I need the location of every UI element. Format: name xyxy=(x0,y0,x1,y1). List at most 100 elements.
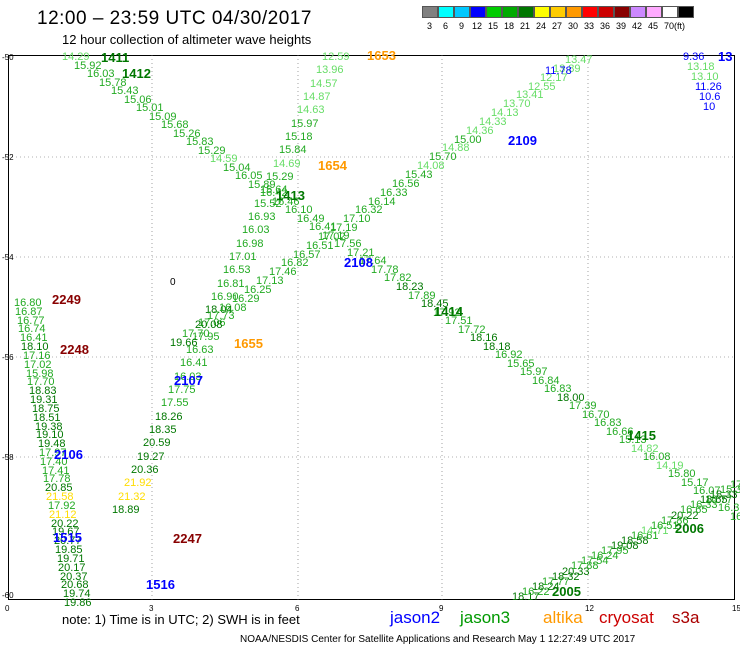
wave-height-value: 16.36 xyxy=(718,502,740,514)
wave-height-value: 20.08 xyxy=(195,319,223,331)
legend-swatch xyxy=(486,6,502,18)
pass-number-label: 2107 xyxy=(174,373,203,388)
wave-height-value: 15.83 xyxy=(186,136,214,148)
wave-height-value: 16.65 xyxy=(680,504,708,516)
wave-height-value: 19.38 xyxy=(35,421,63,433)
wave-height-value: 18.83 xyxy=(29,385,57,397)
wave-height-value: 20.77 xyxy=(54,535,82,547)
satellite-legend-item: jason3 xyxy=(460,608,511,627)
wave-height-value: 20.17 xyxy=(58,562,86,574)
wave-height-value: 18.32 xyxy=(552,571,580,583)
wave-height-value: 16.84 xyxy=(532,375,560,387)
wave-height-value: 16.98 xyxy=(236,238,264,250)
wave-height-value: 17.78 xyxy=(43,473,71,485)
wave-height-value: 18.18 xyxy=(483,341,511,353)
legend-label: 24 xyxy=(536,21,547,31)
wave-height-value: 17.75 xyxy=(168,384,196,396)
wave-height-value: 19.08 xyxy=(611,540,639,552)
wave-height-value: 16.08 xyxy=(219,302,247,314)
wave-height-value: 14.29 xyxy=(62,51,90,63)
legend-swatch xyxy=(566,6,582,18)
wave-height-value: 16.41 xyxy=(20,332,48,344)
wave-height-value: 16.33 xyxy=(690,499,718,511)
wave-height-value: 15.29 xyxy=(198,145,226,157)
wave-height-value: 17.77 xyxy=(542,576,570,588)
wave-height-value: 16.77 xyxy=(17,315,45,327)
pass-number-label: 1655 xyxy=(234,336,263,351)
wave-height-value: 19.71 xyxy=(57,553,85,565)
wave-height-value: 15.80 xyxy=(668,468,696,480)
wave-height-value: 18.23 xyxy=(396,281,424,293)
credit-line: NOAA/NESDIS Center for Satellite Applica… xyxy=(240,634,636,645)
legend-swatch xyxy=(630,6,646,18)
legend-label: 39 xyxy=(616,21,627,31)
page-title: 12:00 – 23:59 UTC 04/30/2017 xyxy=(37,8,312,29)
wave-height-value: 15.78 xyxy=(99,77,127,89)
legend-label: 9 xyxy=(459,21,465,31)
wave-height-value: 16.22 xyxy=(522,586,550,598)
wave-height-value: 15.97 xyxy=(520,366,548,378)
wave-height-value: 15.65 xyxy=(507,358,535,370)
legend-swatch xyxy=(550,6,566,18)
wave-height-value: 15.98 xyxy=(26,368,54,380)
wave-height-value: 13.47 xyxy=(565,54,593,66)
wave-height-value: 15.06 xyxy=(124,94,152,106)
wave-height-value: 17.51 xyxy=(445,315,473,327)
lon-label: 0 xyxy=(5,604,10,613)
wave-height-value: 18.33 xyxy=(710,489,738,501)
wave-height-value: 16.32 xyxy=(355,204,383,216)
wave-height-value: 17.92 xyxy=(48,500,76,512)
wave-height-value: 17.16 xyxy=(23,350,51,362)
wave-height-value: 15.00 xyxy=(454,134,482,146)
wave-height-value: 14.82 xyxy=(631,443,659,455)
wave-height-value: 15.43 xyxy=(111,85,139,97)
pass-number-label: 13 xyxy=(718,49,733,64)
wave-height-value: 14.71 xyxy=(641,525,669,537)
wave-height-value: 19.85 xyxy=(55,544,83,556)
wave-height-value: 16.92 xyxy=(495,349,523,361)
pass-number-label: 1415 xyxy=(627,428,656,443)
legend-label: 42 xyxy=(632,21,643,31)
legend-label: 21 xyxy=(520,21,531,31)
wave-height-value: 17.95 xyxy=(601,545,629,557)
wave-height-value: 18.00 xyxy=(557,392,585,404)
wave-height-value: 16.51 xyxy=(651,520,679,532)
wave-height-value: 15.92 xyxy=(74,60,102,72)
wave-height-value: 16.29 xyxy=(232,293,260,305)
wave-height-value: 19.74 xyxy=(63,588,91,600)
wave-height-value: 9.36 xyxy=(683,51,705,63)
legend-label: 12 xyxy=(472,21,483,31)
wave-height-value: 13.10 xyxy=(691,71,719,83)
wave-height-value: 17.46 xyxy=(269,266,297,278)
wave-height-value: 16.24 xyxy=(591,550,619,562)
lon-label: 12 xyxy=(585,604,594,613)
wave-height-value: 19.27 xyxy=(137,451,165,463)
wave-height-value: 14.87 xyxy=(303,91,331,103)
wave-height-value: 15.89 xyxy=(248,179,276,191)
lat-label: -54 xyxy=(2,253,14,262)
wave-height-value: 18.75 xyxy=(32,403,60,415)
pass-number-label: 1411 xyxy=(101,50,130,65)
wave-height-value: 20.59 xyxy=(143,437,171,449)
wave-height-value: 17.88 xyxy=(571,560,599,572)
wave-height-value: 17.19 xyxy=(322,230,350,242)
wave-height-value: 16.14 xyxy=(368,196,396,208)
wave-height-value: 18.51 xyxy=(33,412,61,424)
pass-number-label: 2109 xyxy=(508,133,537,148)
wave-height-value: 14.57 xyxy=(310,78,338,90)
legend-swatch xyxy=(438,6,454,18)
pass-number-label: 1515 xyxy=(53,530,82,545)
wave-height-value: 16.66 xyxy=(606,426,634,438)
wave-height-value: 16.08 xyxy=(643,451,671,463)
legend-swatch xyxy=(518,6,534,18)
wave-height-value: 16.05 xyxy=(235,170,263,182)
wave-height-value: 17.19 xyxy=(330,222,358,234)
wave-height-value: 17.64 xyxy=(359,255,387,267)
wave-height-value: 15.64 xyxy=(260,184,288,196)
wave-height-value: 14.36 xyxy=(466,125,494,137)
wave-height-value: 19.66 xyxy=(170,337,198,349)
wave-height-value: 16.51 xyxy=(306,240,334,252)
wave-height-value: 16.77 xyxy=(705,494,733,506)
wave-height-value: 15.52 xyxy=(254,198,282,210)
wave-height-value: 16.93 xyxy=(248,211,276,223)
